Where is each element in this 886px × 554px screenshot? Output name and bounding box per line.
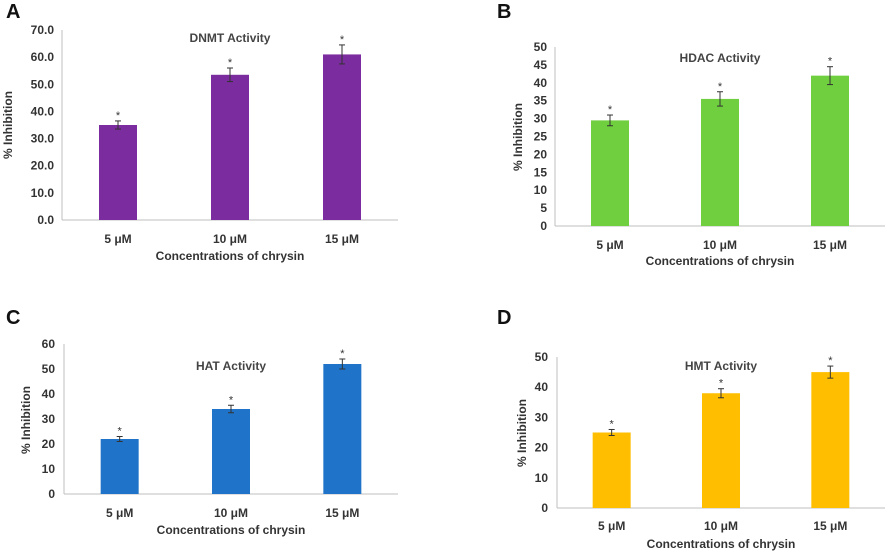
x-axis-title: Concentrations of chrysin [647,537,796,551]
significance-marker: * [118,426,123,438]
y-tick-label: 10 [534,183,548,197]
bar [811,75,849,226]
bar [323,54,361,220]
bar [212,409,250,494]
bar [701,98,739,226]
bar [99,125,137,220]
y-tick-label: 40 [42,387,56,401]
y-tick-label: 35 [534,94,548,108]
y-tick-label: 10.0 [31,186,55,200]
y-tick-label: 20 [535,441,549,455]
x-tick-label: 5 μM [104,232,131,246]
bar [323,364,362,494]
chart-panel-a: A 0.0 10.0 20.0 30.0 40.0 50.0 60.0 70.0 DNMT Act… [1,1,398,263]
y-tick-label: 5 [540,201,547,215]
x-axis-title: Concentrations of chrysin [156,249,305,263]
significance-marker: * [718,81,723,93]
significance-marker: * [610,418,615,430]
y-tick-label: 50 [534,40,548,54]
y-tick-label: 50.0 [31,77,55,91]
y-tick-label: 50 [42,362,56,376]
y-tick-label: 20 [42,437,56,451]
y-tick-label: 10 [42,462,56,476]
y-tick-label: 30 [534,112,548,126]
significance-marker: * [828,355,833,367]
y-tick-label: 25 [534,130,548,144]
significance-marker: * [608,104,613,116]
y-axis-title: % Inhibition [19,386,33,454]
x-tick-label: 15 μM [325,506,359,520]
x-tick-label: 15 μM [325,232,359,246]
chart-panel-b: B 0 5 10 15 20 25 30 35 40 45 50 HDAC Activity * 5 μM *… [497,1,885,268]
y-tick-label: 60.0 [31,50,55,64]
bar [811,372,850,508]
panel-letter-d: D [497,307,511,329]
y-tick-label: 60 [42,337,56,351]
panel-letter-c: C [6,307,20,329]
y-tick-label: 0.0 [37,213,54,227]
x-tick-label: 5 μM [106,506,133,520]
significance-marker: * [340,348,345,360]
y-tick-label: 70.0 [31,23,55,37]
y-tick-label: 40 [535,380,549,394]
bar [592,432,631,508]
y-tick-label: 20.0 [31,159,55,173]
y-tick-label: 30 [535,410,549,424]
chart-panel-d: D 0 10 20 30 40 50 HMT Activity * 5 μM * 10 μM * 15 μ… [497,307,885,551]
y-tick-label: 30.0 [31,132,55,146]
chart-panel-c: C 0 10 20 30 40 50 60 HAT Activity * 5 μM * 10 μM * 15… [6,307,398,537]
y-tick-label: 10 [535,471,549,485]
chart-title: HMT Activity [685,359,758,373]
y-tick-label: 45 [534,58,548,72]
y-tick-label: 0 [540,219,547,233]
x-tick-label: 15 μM [813,519,847,533]
chart-title: HDAC Activity [680,51,761,65]
panel-letter-b: B [497,1,511,23]
y-axis-title: % Inhibition [515,399,529,467]
significance-marker: * [340,34,345,46]
y-tick-label: 0 [541,501,548,515]
bar [591,120,629,226]
chart-title: HAT Activity [196,359,266,373]
y-tick-label: 0 [48,487,55,501]
significance-marker: * [116,110,121,122]
y-tick-label: 40 [534,76,548,90]
bar [100,439,139,494]
chart-title: DNMT Activity [190,31,271,45]
y-tick-label: 50 [535,350,549,364]
y-tick-label: 15 [534,165,548,179]
y-axis-title: % Inhibition [511,103,525,171]
significance-marker: * [719,378,724,390]
bar [702,393,740,508]
x-axis-title: Concentrations of chrysin [646,254,795,268]
significance-marker: * [828,56,833,68]
x-tick-label: 10 μM [704,519,738,533]
x-tick-label: 10 μM [703,238,737,252]
x-axis-title: Concentrations of chrysin [157,523,306,537]
y-axis-title: % Inhibition [1,91,15,159]
x-tick-label: 5 μM [598,519,625,533]
significance-marker: * [229,394,234,406]
x-tick-label: 15 μM [813,238,847,252]
y-tick-label: 20 [534,147,548,161]
y-tick-label: 40.0 [31,104,55,118]
x-tick-label: 10 μM [214,506,248,520]
bar [211,74,249,221]
panel-letter-a: A [6,1,20,23]
significance-marker: * [228,57,233,69]
x-tick-label: 5 μM [596,238,623,252]
y-tick-label: 30 [42,412,56,426]
x-tick-label: 10 μM [213,232,247,246]
